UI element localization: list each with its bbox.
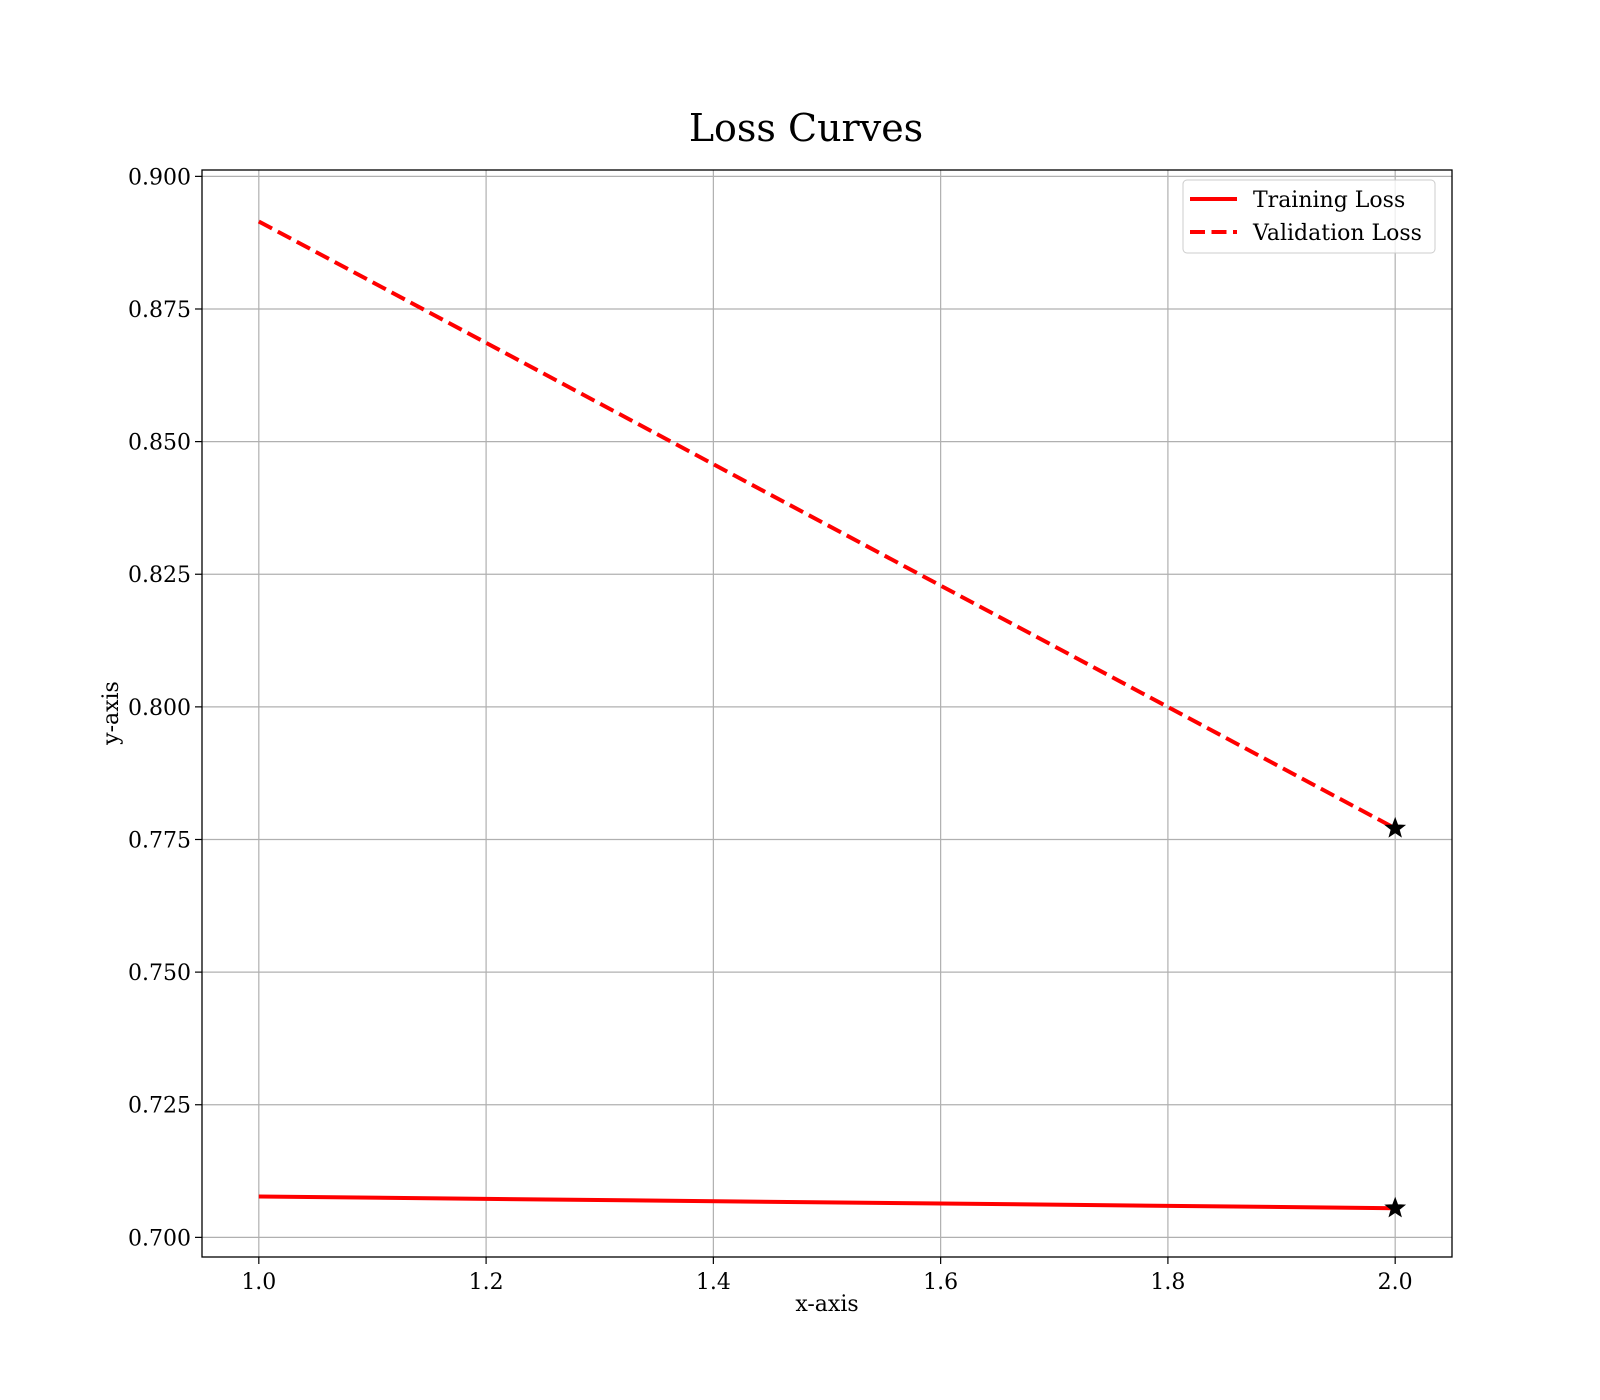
plot-frame: [201, 169, 1453, 1258]
x-tick-label: 1.2: [469, 1270, 504, 1295]
x-tick-label: 2.0: [1378, 1270, 1413, 1295]
y-tick-label: 0.900: [128, 165, 191, 190]
series-layer: [257, 219, 1407, 1218]
grid-layer: [202, 170, 1452, 1257]
y-tick-label: 0.775: [128, 828, 191, 853]
tick-layer: 1.0 1.2 1.4 1.6 1.8 2.0 0.700 0.725 0.750 0.775 0.…: [128, 165, 1413, 1295]
x-tick-label: 1.6: [923, 1270, 958, 1295]
legend-box: [1182, 179, 1436, 254]
y-tick-label: 0.850: [128, 431, 191, 456]
x-tick-label: 1.8: [1150, 1270, 1185, 1295]
y-tick-label: 0.700: [128, 1226, 191, 1251]
series-end-marker-validation-loss: [1384, 816, 1407, 838]
legend-label: Validation Loss: [1252, 221, 1422, 246]
y-tick-label: 0.825: [128, 563, 191, 588]
y-tick-label: 0.875: [128, 298, 191, 323]
series-end-marker-training-loss: [1384, 1196, 1407, 1218]
legend-label: Training Loss: [1253, 188, 1405, 213]
x-axis-label: x-axis: [795, 1292, 858, 1317]
y-tick-label: 0.725: [128, 1094, 191, 1119]
x-tick-label: 1.4: [696, 1270, 731, 1295]
y-tick-label: 0.750: [128, 961, 191, 986]
series-line-training-loss: [258, 1194, 1396, 1211]
y-axis-label: y-axis: [99, 681, 124, 746]
y-tick-label: 0.800: [128, 696, 191, 721]
chart-title: Loss Curves: [689, 106, 923, 150]
legend: Training Loss Validation Loss: [1182, 179, 1436, 254]
x-tick-label: 1.0: [241, 1270, 276, 1295]
series-line-validation-loss: [257, 219, 1397, 831]
